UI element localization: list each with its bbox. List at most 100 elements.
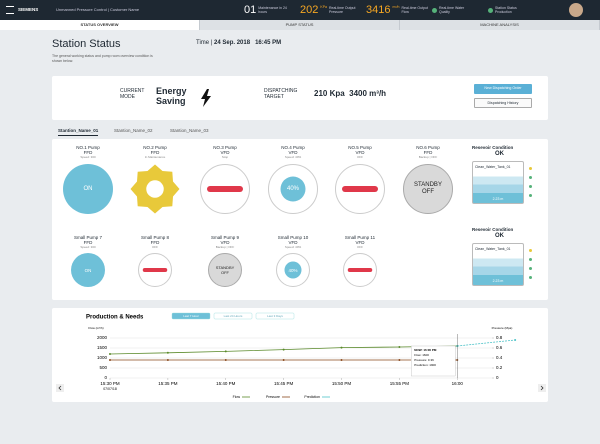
tank-level: 2.23 m <box>492 197 504 201</box>
start-date: 07/07/18 <box>103 387 117 391</box>
target-flow: 3400 m³/h <box>349 89 387 98</box>
point <box>109 359 111 361</box>
target-pressure: 210 Kpa <box>314 89 345 98</box>
pump-type: VFD <box>355 240 365 245</box>
pump-state: STANDBY OFF <box>414 182 442 195</box>
time-label: Time <box>196 40 210 46</box>
point <box>109 353 111 355</box>
pump-circle <box>63 164 113 214</box>
history-button[interactable]: Dispatching History <box>474 98 532 108</box>
target-label: DISPATCHING TARGET <box>264 88 298 100</box>
y2-tick-label: 0.6 <box>496 345 503 350</box>
pump-note: OFF <box>357 245 363 249</box>
mode-label: CURRENT MODE <box>120 88 145 100</box>
pump-type: FFD <box>83 150 93 155</box>
x-tick-label: 15:55 PM <box>390 381 410 386</box>
pump-icon[interactable] <box>128 162 182 216</box>
pump-label: Small Pump 11 VFD OFF <box>330 235 390 250</box>
range-label: Last 3 Days <box>267 314 283 318</box>
brand: SIEMENS <box>18 7 39 12</box>
point <box>282 348 285 351</box>
pump-state: STANDBY OFF <box>215 265 235 275</box>
kpi: Station Status Production <box>488 0 525 20</box>
pump-name: Small Pump 10 <box>277 235 309 240</box>
point <box>224 350 227 353</box>
pump-note: OFF <box>357 155 363 159</box>
stop-bar <box>207 186 243 192</box>
station-tab[interactable]: Stantion_Name_02 <box>114 128 153 133</box>
nav-button[interactable] <box>538 384 546 392</box>
pump-type: VFD <box>288 240 298 245</box>
range-button[interactable] <box>255 312 295 320</box>
mode: Energy Saving <box>156 86 187 106</box>
range-button[interactable] <box>171 312 211 320</box>
y2-tick-label: 0 <box>496 375 499 380</box>
kpi-value: 01 <box>244 4 257 16</box>
tooltip-line: Pressure: 0.36 <box>414 358 434 362</box>
pump-icon[interactable] <box>341 251 379 289</box>
pump-label: Small Pump 10 VFD Speed: 40% <box>263 235 323 250</box>
nav-button[interactable] <box>56 384 64 392</box>
pump-note: OFF <box>152 245 158 249</box>
y-tick-label: 0 <box>104 375 107 380</box>
pump-name: Small Pump 9 <box>210 235 239 240</box>
pump-label: NO.4 Pump VFD Speed: 40% <box>263 145 323 160</box>
tank: Clean_Water_Tank_01 2.23 m <box>472 243 524 286</box>
pump-type: VFD <box>220 150 230 155</box>
tab[interactable]: STATUS OVERVIEW <box>0 20 200 30</box>
legend-label: Flow <box>233 395 241 399</box>
tank-dot <box>529 258 532 261</box>
pump-type: FFD <box>150 240 160 245</box>
pump-icon[interactable] <box>266 162 320 216</box>
kpi: 202 KPa Real-time Output Pressure <box>300 0 359 20</box>
legend-label: Prediction <box>304 395 320 399</box>
pump-name: Small Pump 8 <box>140 235 169 240</box>
pump-label: NO.5 Pump VFD OFF <box>330 145 390 160</box>
target: 210 Kpa 3400 m³/h <box>314 89 386 98</box>
station-tab[interactable]: Stantion_Name_03 <box>170 128 209 133</box>
pump-state: ON <box>83 185 93 192</box>
pump-type: VFD <box>355 150 365 155</box>
pump-icon[interactable] <box>274 251 312 289</box>
range-button[interactable] <box>213 312 253 320</box>
y-tick-label: 1000 <box>97 355 108 360</box>
description: The general working status and pump room… <box>52 54 153 63</box>
pump-note: Speed: 40% <box>284 245 302 249</box>
tooltip-line: Flow: 1600 <box>414 353 429 357</box>
pump-icon[interactable] <box>333 162 387 216</box>
station-tab[interactable]: Stantion_Name_01 <box>58 128 99 136</box>
pump-icon[interactable] <box>401 162 455 216</box>
bolt-icon <box>201 89 211 107</box>
pump-icon[interactable] <box>61 162 115 216</box>
gear-hole <box>146 180 164 198</box>
pump-core <box>280 176 306 202</box>
pump-icon[interactable] <box>206 251 244 289</box>
pump-icon[interactable] <box>136 251 174 289</box>
pump-type: FFD <box>150 150 160 155</box>
series-line <box>457 339 516 347</box>
new-order-button[interactable]: New Dispatching Order <box>474 84 532 94</box>
tab[interactable]: PUMP STATUS <box>200 20 400 30</box>
tank-name: Clean_Water_Tank_01 <box>475 165 511 169</box>
tank-dot <box>529 176 532 179</box>
pump-note: Speed: 300 <box>80 245 96 249</box>
pump-label: Small Pump 7 FFD Speed: 300 <box>58 235 118 250</box>
pump-icon[interactable] <box>69 251 107 289</box>
pump-icon[interactable] <box>198 162 252 216</box>
pump-circle <box>208 253 242 287</box>
y2-tick-label: 0.8 <box>496 335 503 340</box>
y2-tick-label: 0.4 <box>496 355 503 360</box>
menu-icon[interactable] <box>6 6 14 14</box>
nav-arrow <box>540 385 544 391</box>
tab[interactable]: MACHINE ANALYSIS <box>400 20 600 30</box>
pump-type: VFD <box>288 150 298 155</box>
y-tick-label: 1500 <box>97 345 108 350</box>
pump-name: Small Pump 11 <box>344 235 376 240</box>
pump-name: NO.3 Pump <box>213 145 237 150</box>
point <box>224 359 227 361</box>
point <box>166 359 169 361</box>
avatar[interactable] <box>569 3 583 17</box>
kpi-dot <box>432 7 437 13</box>
tank-dot <box>529 194 532 197</box>
pump-name: NO.4 Pump <box>281 145 305 150</box>
